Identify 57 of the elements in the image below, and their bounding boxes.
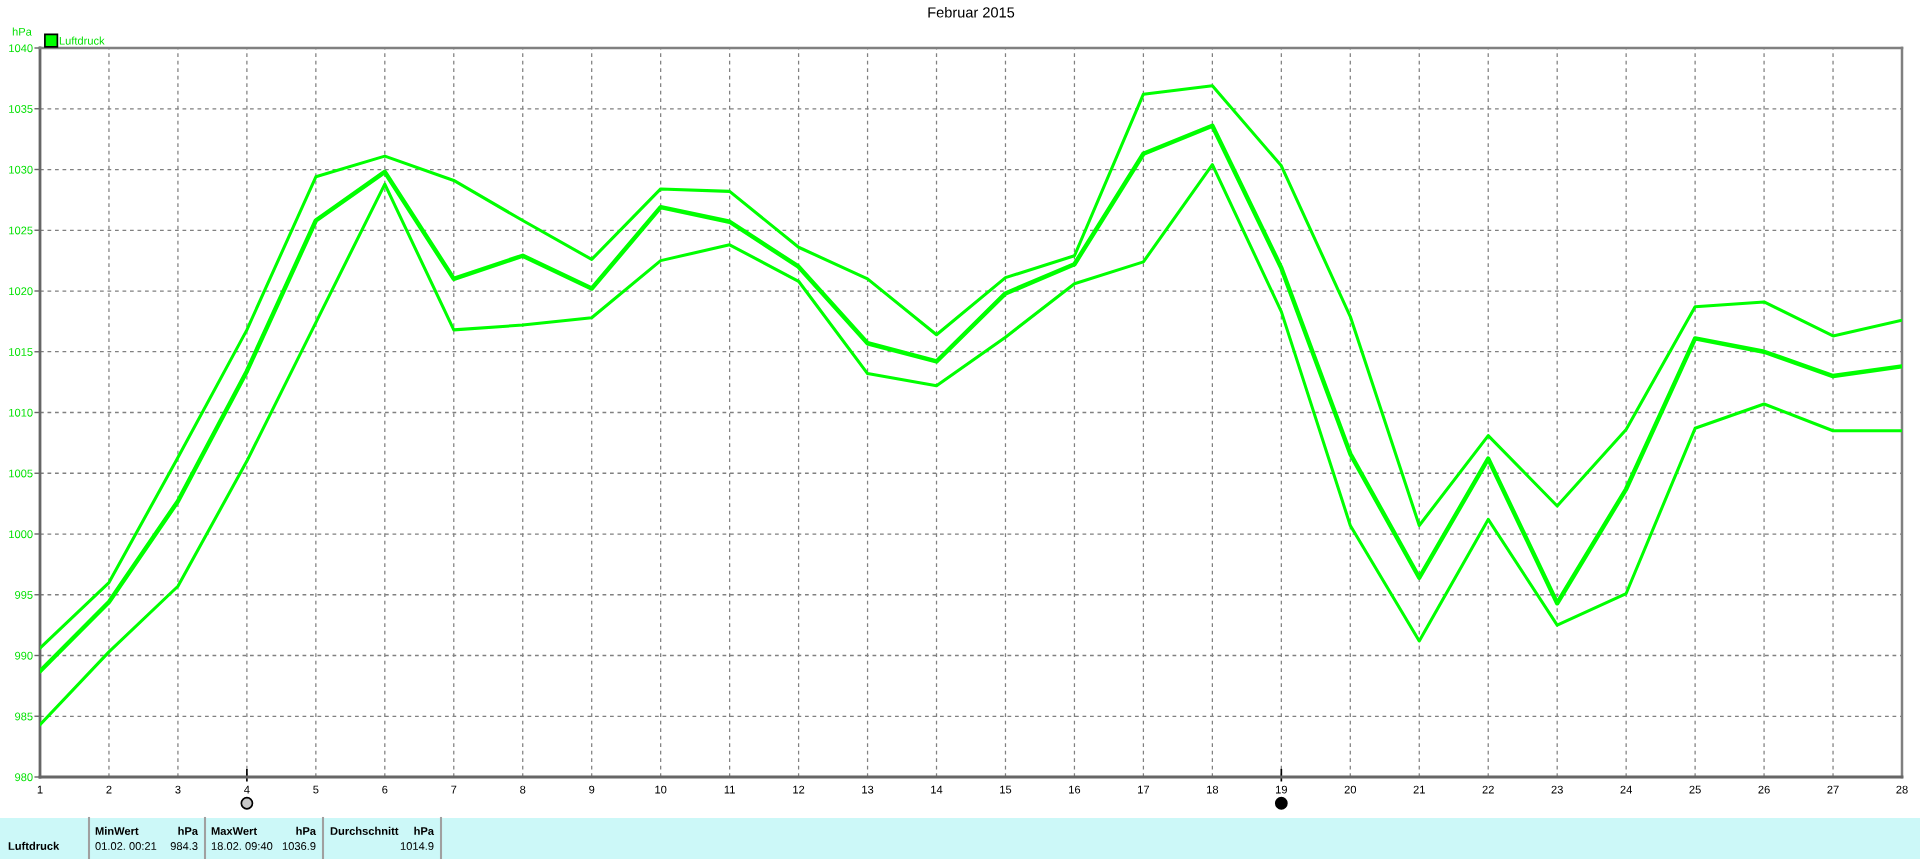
x-tick-label: 15 — [1000, 785, 1012, 794]
x-tick-label: 14 — [931, 785, 943, 794]
x-tick-label: 19 — [1276, 785, 1287, 794]
text: MaxWert — [211, 827, 257, 835]
y-tick-label: 1015 — [9, 348, 33, 356]
y-tick-label: 1025 — [9, 226, 33, 235]
x-tick-label: 2 — [106, 785, 112, 794]
text: 984.3 — [170, 842, 198, 850]
y-tick-label: 980 — [15, 773, 33, 782]
x-tick-label: 21 — [1413, 785, 1425, 794]
x-tick-label: 20 — [1344, 785, 1357, 794]
y-tick-label: 1020 — [9, 287, 33, 296]
x-tick-label: 16 — [1069, 785, 1081, 794]
y-tick-label: 1035 — [9, 105, 33, 113]
text: hPa — [178, 826, 199, 835]
x-tick-label: 24 — [1620, 785, 1632, 794]
text: 1036.9 — [282, 842, 316, 850]
text: 1014.9 — [400, 842, 434, 850]
x-tick-label: 22 — [1482, 785, 1494, 794]
x-tick-label: 17 — [1138, 785, 1150, 794]
x-tick-label: 26 — [1758, 785, 1770, 794]
x-tick-label: 6 — [382, 785, 388, 794]
x-tick-label: 5 — [313, 785, 319, 794]
text: MinWert — [95, 826, 139, 835]
text: 01.02. 00:21 — [95, 842, 157, 850]
text: Luftdruck — [8, 841, 60, 850]
x-tick-label: 18 — [1207, 785, 1219, 794]
x-tick-label: 3 — [175, 785, 181, 794]
y-tick-label: 1005 — [9, 469, 33, 478]
y-tick-label: 1030 — [9, 165, 33, 174]
x-tick-label: 11 — [724, 785, 735, 794]
y-axis-title: hPa — [12, 27, 32, 36]
x-tick-label: 9 — [589, 785, 595, 794]
line-series — [40, 163, 1902, 727]
x-tick-label: 13 — [862, 785, 874, 794]
y-tick-label: 985 — [15, 712, 33, 721]
text: Durchschnitt — [330, 826, 399, 835]
y-tick-label: 995 — [15, 591, 33, 599]
x-tick-label: 10 — [655, 785, 667, 794]
x-tick-label: 8 — [520, 785, 526, 794]
text: hPa — [414, 826, 435, 835]
x-tick-label: 25 — [1689, 785, 1701, 794]
text: hPa — [296, 826, 317, 835]
x-tick-label: 23 — [1551, 785, 1563, 794]
x-tick-label: 12 — [793, 785, 805, 794]
text: 18.02. 09:40 — [211, 842, 273, 850]
x-tick-label: 28 — [1896, 785, 1908, 794]
x-tick-label: 4 — [244, 785, 250, 794]
x-tick-label: 7 — [451, 785, 457, 794]
chart-title: Februar 2015 — [928, 6, 1015, 18]
y-tick-label: 1000 — [9, 530, 33, 539]
y-tick-label: 1040 — [9, 44, 33, 53]
x-tick-label: 27 — [1827, 785, 1839, 794]
y-tick-label: 990 — [15, 651, 33, 660]
legend-label: Luftdruck — [59, 36, 105, 45]
y-tick-label: 1010 — [9, 408, 33, 417]
x-tick-label: 1 — [37, 785, 43, 794]
